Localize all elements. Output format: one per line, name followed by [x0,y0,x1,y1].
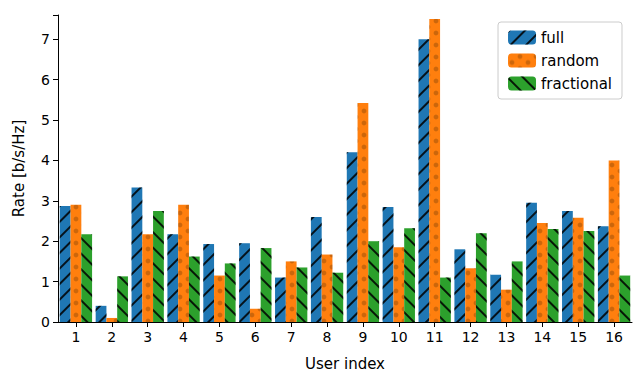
svg-text:5: 5 [41,112,50,128]
svg-text:3: 3 [143,329,152,345]
svg-text:3: 3 [41,193,50,209]
svg-text:13: 13 [498,329,516,345]
svg-text:random: random [541,52,599,70]
svg-text:fractional: fractional [541,75,612,93]
svg-text:1: 1 [41,274,50,290]
svg-text:16: 16 [605,329,623,345]
svg-text:6: 6 [251,329,260,345]
svg-text:User index: User index [305,355,385,373]
svg-text:15: 15 [569,329,587,345]
svg-text:7: 7 [41,31,50,47]
svg-text:2: 2 [107,329,116,345]
svg-text:0: 0 [41,314,50,330]
svg-text:9: 9 [358,329,367,345]
svg-text:11: 11 [426,329,444,345]
svg-text:12: 12 [462,329,480,345]
svg-text:full: full [541,29,564,47]
svg-text:4: 4 [41,152,50,168]
svg-text:10: 10 [390,329,408,345]
svg-text:7: 7 [287,329,296,345]
svg-text:1: 1 [71,329,80,345]
svg-text:8: 8 [323,329,332,345]
svg-text:6: 6 [41,72,50,88]
svg-text:Rate [b/s/Hz]: Rate [b/s/Hz] [10,120,28,217]
svg-text:14: 14 [533,329,551,345]
svg-text:5: 5 [215,329,224,345]
svg-text:4: 4 [179,329,188,345]
svg-text:2: 2 [41,233,50,249]
